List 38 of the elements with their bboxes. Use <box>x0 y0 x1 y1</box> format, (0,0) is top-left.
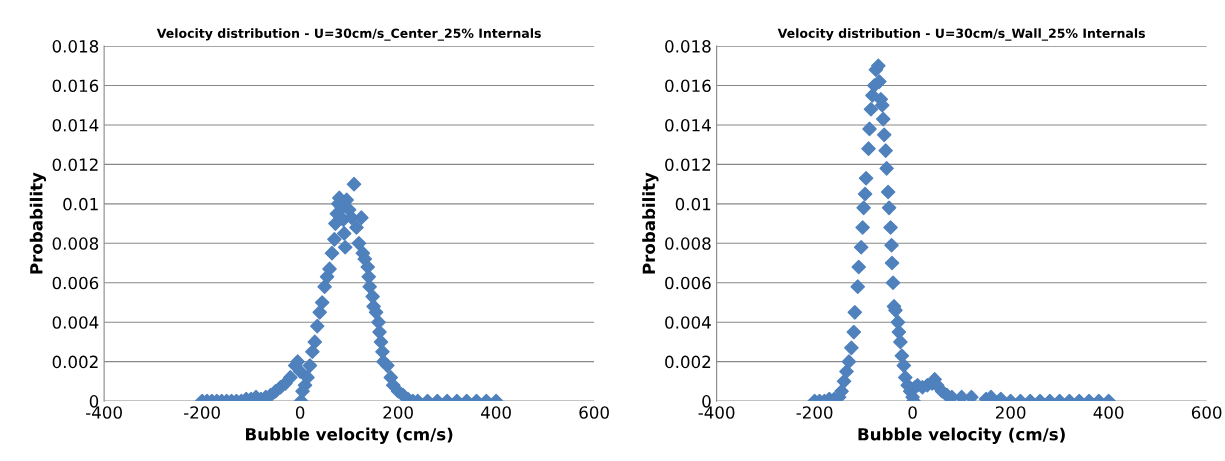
x-tick-label: 600 <box>1191 406 1222 419</box>
y-tick-label: 0.014 <box>52 118 99 132</box>
y-axis-title: Probability <box>642 172 659 274</box>
y-tick-label: 0.008 <box>665 237 711 250</box>
x-axis-title: Bubble velocity (cm/s) <box>246 427 453 444</box>
y-tick-label: 0.006 <box>52 276 99 290</box>
x-tick-label: 400 <box>481 406 511 419</box>
x-tick-label: -200 <box>184 406 220 419</box>
y-tick-label: 0.006 <box>665 276 711 290</box>
y-tick-label: 0.016 <box>52 79 99 93</box>
chart-title: Velocity distribution - U=30cm/s_Center_25% Internals <box>156 28 541 41</box>
y-tick-label: 0.01 <box>63 197 98 211</box>
x-tick-label: 0 <box>908 406 917 419</box>
x-tick-label: -400 <box>698 406 735 419</box>
y-tick-label: 0.01 <box>675 197 711 211</box>
x-tick-label: 600 <box>579 406 609 419</box>
x-tick-label: 400 <box>1093 406 1124 419</box>
y-axis-title: Probability <box>29 172 46 274</box>
y-tick-label: 0.018 <box>52 40 99 53</box>
y-tick-label: 0.016 <box>665 79 711 93</box>
y-tick-label: 0.014 <box>665 118 711 132</box>
x-tick-label: -400 <box>86 406 122 419</box>
x-tick-label: 200 <box>995 406 1026 419</box>
x-tick-label: 200 <box>383 406 413 419</box>
y-tick-label: 0.012 <box>52 158 98 171</box>
y-tick-label: 0.012 <box>665 158 711 171</box>
x-tick-label: -200 <box>796 406 833 419</box>
chart-title: Velocity distribution - U=30cm/s_Wall_25% Internals <box>777 28 1145 41</box>
y-tick-label: 0.004 <box>665 316 711 329</box>
y-tick-label: 0.002 <box>52 355 98 369</box>
y-tick-label: 0 <box>702 395 711 408</box>
y-tick-label: 0.002 <box>665 355 711 369</box>
y-tick-label: 0.004 <box>52 316 99 329</box>
x-tick-label: 0 <box>295 406 305 419</box>
y-tick-label: 0.008 <box>52 237 99 250</box>
y-tick-label: 0 <box>89 395 99 408</box>
x-axis-title: Bubble velocity (cm/s) <box>858 427 1065 444</box>
y-tick-label: 0.018 <box>665 40 711 53</box>
